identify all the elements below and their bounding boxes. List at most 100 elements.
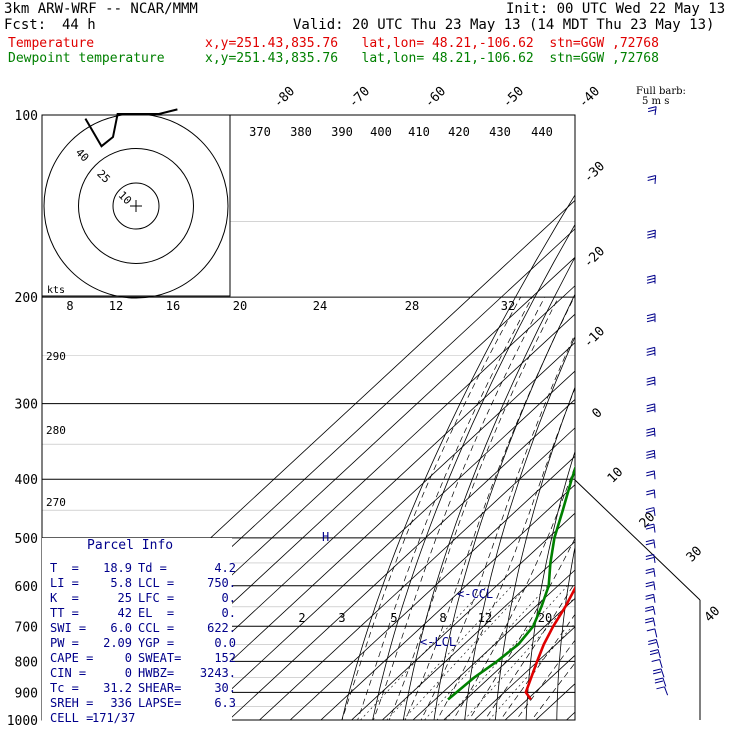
parcel-info-row: CELL =171/37	[50, 712, 236, 725]
wind-barb-flag	[645, 620, 654, 624]
moist-adiabat	[372, 296, 546, 720]
parcel-info-row: SWI = 6.0 CCL = 622.	[50, 622, 236, 635]
wind-barb-flag	[646, 376, 655, 380]
pressure-tick-label: 800	[15, 655, 38, 670]
annotation-label: H	[322, 530, 329, 544]
parcel-label: CIN =	[50, 666, 87, 680]
parcel-label: T =	[50, 561, 79, 575]
wind-barb-staff	[652, 606, 656, 615]
wind-barb-flag	[646, 628, 655, 632]
parcel-label: CAPE =	[50, 651, 94, 665]
parcel-value: 750.	[207, 576, 236, 590]
theta-left-label: 270	[46, 496, 66, 509]
model-title: 3km ARW-WRF -- NCAR/MMM	[4, 1, 198, 17]
parcel-info-title: Parcel Info	[87, 538, 174, 553]
init-time: Init: 00 UTC Wed 22 May 13	[506, 1, 726, 17]
parcel-value: 0.	[221, 606, 236, 620]
wind-barb-flag	[649, 652, 659, 656]
wind-barb-flag	[646, 473, 655, 477]
parcel-value: 4.2	[214, 561, 236, 575]
parcel-label: LFC =	[138, 591, 175, 605]
temperature-tick-label: -50	[500, 84, 527, 111]
parcel-info-row: SREH = 336 LAPSE= 6.3	[50, 697, 236, 710]
moist-adiabat	[404, 296, 575, 720]
dry-adiabat	[646, 115, 740, 733]
dry-adiabat	[525, 450, 575, 720]
wind-barb-staff	[657, 649, 661, 659]
wind-barb-flag	[646, 427, 655, 431]
wind-barb-flag	[645, 507, 655, 511]
theta-label: 430	[489, 125, 511, 139]
wind-barb-flag	[646, 352, 655, 356]
wind-barb-flag	[646, 313, 656, 317]
speed-axis-label: 8	[66, 299, 73, 313]
wind-barb-flag	[646, 403, 655, 407]
wind-barb-flag	[646, 409, 655, 413]
speed-axis-label: 32	[501, 299, 515, 313]
wind-barb-legend-unit: 5 m s	[642, 96, 669, 107]
isotherm	[412, 569, 575, 720]
wind-barb-flag	[647, 175, 656, 179]
parcel-label: EL =	[138, 606, 175, 620]
valid-time: Valid: 20 UTC Thu 23 May 13 (14 MDT Thu …	[293, 17, 715, 33]
isotherm	[351, 512, 575, 720]
temperature-tick-label: 40	[702, 604, 724, 626]
wind-barb-flag	[645, 581, 654, 585]
wind-barb-flag	[646, 280, 656, 284]
parcel-value: 5.8	[110, 576, 132, 590]
moist-adiabat	[388, 296, 559, 720]
moist-adiabat	[484, 582, 575, 720]
wind-barb-flag	[646, 316, 656, 320]
speed-axis-label: 20	[233, 299, 247, 313]
wind-barb-staff	[653, 428, 656, 437]
isotherm	[289, 455, 575, 720]
moist-adiabat	[357, 296, 533, 720]
isotherm	[473, 626, 575, 720]
isotherm	[320, 484, 575, 720]
wind-barb-staff	[652, 617, 656, 627]
wind-barb-flag	[645, 596, 654, 600]
parcel-value: 2.09	[103, 636, 132, 650]
parcel-label: SWI =	[50, 621, 87, 635]
parcel-info-row: CAPE = 0 SWEAT= 152	[50, 652, 236, 665]
isotherm	[197, 370, 575, 720]
isotherm	[381, 541, 575, 720]
parcel-label: Td =	[138, 561, 167, 575]
wind-barb-flag	[647, 229, 656, 233]
wind-barb-staff	[653, 450, 656, 459]
wind-barb-flag	[645, 542, 654, 546]
parcel-value: 6.0	[110, 621, 132, 635]
wind-barb-staff	[654, 175, 657, 184]
wind-barb-staff	[655, 639, 660, 649]
wind-barb-staff	[653, 524, 656, 533]
annotations: <-CCL <-LCL H	[322, 530, 493, 649]
parcel-value: 0.	[221, 591, 236, 605]
wind-barbs: Full barb:5 m s	[574, 86, 701, 720]
parcel-label: HWBZ=	[138, 666, 175, 680]
parcel-label: TT =	[50, 606, 79, 620]
theta-label: 420	[448, 125, 470, 139]
parcel-value: 3243.	[199, 666, 236, 680]
parcel-value: 622.	[207, 621, 236, 635]
wind-barb-flag	[645, 554, 654, 558]
wind-barb-flag	[645, 570, 654, 574]
wind-barb-flag	[648, 109, 657, 113]
wind-barb-staff	[654, 106, 657, 116]
parcel-value: 171/37	[92, 711, 136, 725]
parcel-label: YGP =	[138, 636, 175, 650]
theta-label: 370	[249, 125, 271, 139]
dry-adiabat	[402, 256, 575, 720]
temperature-tick-label: -70	[346, 84, 373, 111]
wind-barb-flag	[656, 686, 665, 690]
parcel-value: 42	[117, 606, 132, 620]
wind-barb-flag	[646, 349, 655, 353]
wind-barb-flag	[646, 452, 655, 456]
parcel-label: K =	[50, 591, 79, 605]
moist-adiabat	[452, 465, 575, 720]
theta-label: 410	[408, 125, 430, 139]
dry-adiabat	[674, 115, 740, 733]
isotherm	[166, 342, 575, 720]
parcel-label: LI =	[50, 576, 79, 590]
wind-barb-staff	[653, 539, 656, 549]
